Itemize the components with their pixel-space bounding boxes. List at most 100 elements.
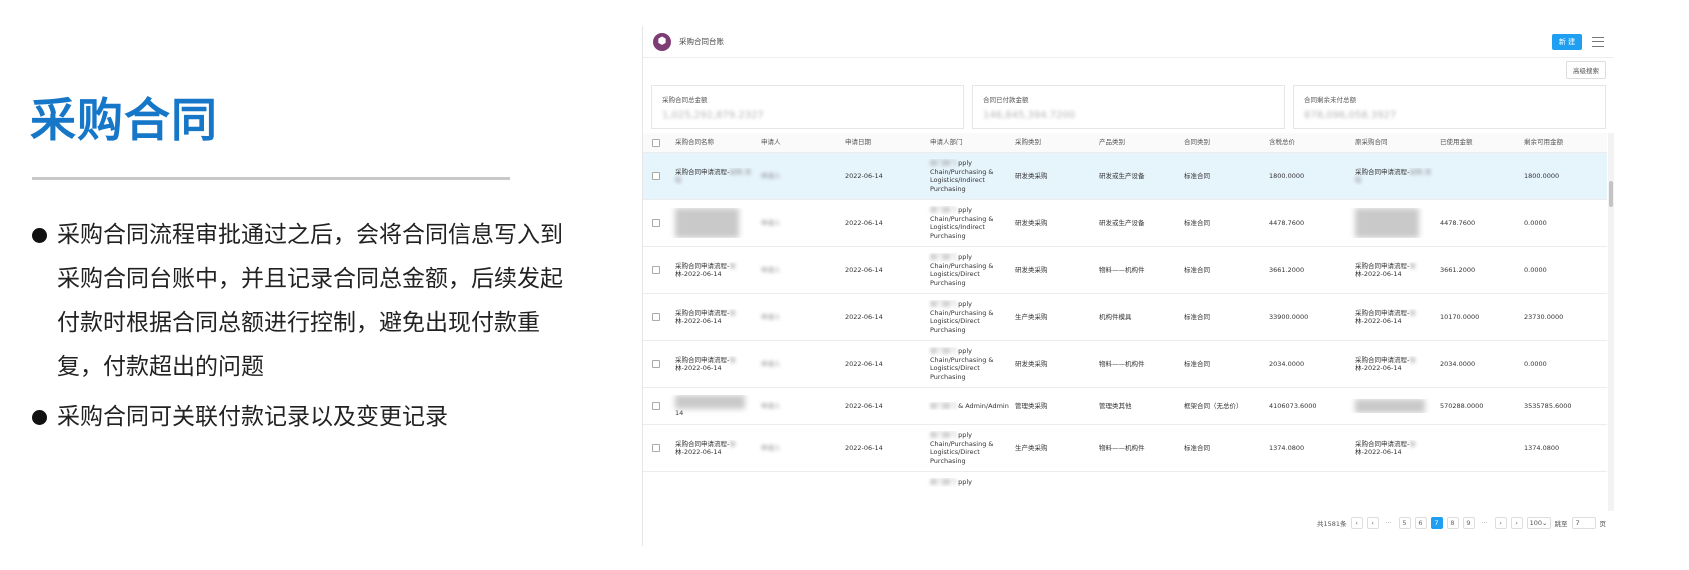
applicant-cell: 申请人 <box>761 443 781 452</box>
first-page-icon[interactable]: ‹ <box>1350 517 1363 529</box>
date-cell: 2022-06-14 <box>845 265 883 274</box>
new-button[interactable]: 新 建 <box>1552 33 1582 50</box>
department-cell: 部门部门 pply Chain/Purchasing & Logistics/D… <box>930 431 994 465</box>
date-cell: 2022-06-14 <box>845 443 883 452</box>
contract-name-cell[interactable]: 采购合同申请流程-张 林-2022-06-14 <box>675 439 736 457</box>
original-contract-cell[interactable]: 采购合同申请流程-张 林-2022-06-14 <box>1355 308 1416 326</box>
original-contract-cell[interactable]: 采购合同申请流程-张 林-2022-06-14 <box>1355 439 1416 457</box>
page-button[interactable]: 9 <box>1462 517 1475 529</box>
product-category-cell: 管理类其他 <box>1099 401 1132 410</box>
applicant-cell: 申请人 <box>761 171 781 180</box>
row-checkbox[interactable] <box>652 444 660 452</box>
purchase-category-cell: 研发类采购 <box>1015 218 1048 227</box>
column-header[interactable]: 采购类别 <box>1015 138 1041 147</box>
column-header[interactable]: 含税总价 <box>1269 138 1295 147</box>
table-row[interactable]: 采购合同申请流程-采购 流程 申请人 2022-06-14 部门部门 pply … <box>643 153 1607 200</box>
page-button[interactable]: 8 <box>1446 517 1459 529</box>
page-unit-label: 页 <box>1599 520 1607 528</box>
contract-type-cell: 框架合同（无总价） <box>1184 401 1243 410</box>
contract-ledger-app: ⬢ 采购合同台账 新 建 高级搜索 采购合同总金额 1,025,292,879.… <box>642 26 1614 546</box>
contract-table: 采购合同名称 申请人 申请日期 申请人部门 采购类别 产品类别 合同类别 含税总… <box>643 133 1607 511</box>
column-header[interactable]: 申请人 <box>761 138 781 147</box>
prev-page-icon[interactable]: ‹ <box>1366 517 1379 529</box>
column-header[interactable]: 采购合同名称 <box>675 138 714 147</box>
contract-name-cell[interactable] <box>669 208 755 238</box>
applicant-cell: 申请人 <box>761 218 781 227</box>
ellipsis-icon[interactable]: ··· <box>1478 517 1491 529</box>
contract-name-cell[interactable]: 采购合同申请流程-张 林-2022-06-14 <box>675 261 736 279</box>
column-header[interactable]: 已使用金额 <box>1440 138 1473 147</box>
table-row[interactable]: 采购合同申请流程-张 林-2022-06-14 申请人 2022-06-14 部门… <box>643 247 1607 294</box>
total-cell: 4106073.6000 <box>1269 401 1317 410</box>
slide-title: 采购合同 <box>30 93 218 147</box>
table-row[interactable]: 采购合同申请流程-张 林-2022-06-14 申请人 2022-06-14 部门… <box>643 341 1607 388</box>
product-category-cell: 机构件模具 <box>1099 312 1132 321</box>
column-header[interactable]: 原采购合同 <box>1355 138 1388 147</box>
original-contract-cell[interactable] <box>1349 208 1434 238</box>
original-contract-cell[interactable] <box>1349 399 1434 413</box>
cube-logo-icon: ⬢ <box>653 32 671 51</box>
next-page-icon[interactable]: › <box>1494 517 1507 529</box>
applicant-cell: 申请人 <box>761 312 781 321</box>
list-view-icon[interactable] <box>1592 36 1604 48</box>
row-checkbox[interactable] <box>652 219 660 227</box>
table-row[interactable]: 部门部门 pply <box>643 472 1607 511</box>
contract-name-cell[interactable]: 采购合同申请流程-采购 流程 <box>675 167 751 185</box>
contract-type-cell: 标准合同 <box>1184 443 1210 452</box>
row-checkbox[interactable] <box>652 402 660 410</box>
table-row[interactable]: 14 申请人 2022-06-14 部门部门 & Admin/Admin 管理类… <box>643 388 1607 425</box>
date-cell: 2022-06-14 <box>845 171 883 180</box>
column-header[interactable]: 产品类别 <box>1099 138 1125 147</box>
purchase-category-cell: 生产类采购 <box>1015 312 1048 321</box>
product-category-cell: 物料——机构件 <box>1099 443 1145 452</box>
summary-card-remaining: 合同剩余未付总额 878,096,058.3927 <box>1293 85 1606 129</box>
table-row[interactable]: 采购合同申请流程-张 林-2022-06-14 申请人 2022-06-14 部门… <box>643 294 1607 341</box>
date-cell: 2022-06-14 <box>845 312 883 321</box>
ellipsis-icon[interactable]: ··· <box>1382 517 1395 529</box>
row-checkbox[interactable] <box>652 360 660 368</box>
purchase-category-cell: 研发类采购 <box>1015 265 1048 274</box>
advanced-search-button[interactable]: 高级搜索 <box>1566 61 1606 79</box>
remaining-amount-cell: 0.0000 <box>1524 218 1547 227</box>
department-cell: 部门部门 pply Chain/Purchasing & Logistics/D… <box>930 253 994 287</box>
contract-name-cell[interactable]: 采购合同申请流程-张 林-2022-06-14 <box>675 355 736 373</box>
row-checkbox[interactable] <box>652 266 660 274</box>
total-cell: 33900.0000 <box>1269 312 1309 321</box>
table-row[interactable]: 申请人 2022-06-14 部门部门 pply Chain/Purchasin… <box>643 200 1607 247</box>
scrollbar-thumb[interactable] <box>1609 181 1613 207</box>
applicant-cell: 申请人 <box>761 359 781 368</box>
contract-name-cell[interactable]: 采购合同申请流程-张 林-2022-06-14 <box>675 308 736 326</box>
total-count: 共1581条 <box>1316 520 1347 528</box>
page-button[interactable]: 5 <box>1398 517 1411 529</box>
app-title: 采购合同台账 <box>679 37 724 46</box>
column-header[interactable]: 申请人部门 <box>930 138 963 147</box>
chevron-down-icon: ⌄ <box>1541 519 1548 527</box>
title-divider <box>32 177 510 180</box>
top-bar: ⬢ 采购合同台账 新 建 <box>643 26 1614 58</box>
select-all-checkbox[interactable] <box>652 138 660 147</box>
page-button[interactable]: 6 <box>1414 517 1427 529</box>
remaining-amount-cell: 0.0000 <box>1524 265 1547 274</box>
total-cell: 1800.0000 <box>1269 171 1305 180</box>
column-header[interactable]: 剩余可用金额 <box>1524 138 1563 147</box>
row-checkbox[interactable] <box>652 172 660 180</box>
column-header[interactable]: 合同类别 <box>1184 138 1210 147</box>
original-contract-cell[interactable]: 采购合同申请流程-采购 流程 <box>1355 167 1431 185</box>
original-contract-cell[interactable]: 采购合同申请流程-张 林-2022-06-14 <box>1355 355 1416 373</box>
remaining-amount-cell: 3535785.6000 <box>1524 401 1572 410</box>
table-row[interactable]: 采购合同申请流程-张 林-2022-06-14 申请人 2022-06-14 部门… <box>643 425 1607 472</box>
applicant-cell: 申请人 <box>761 401 781 410</box>
jump-page-input[interactable]: 7 <box>1571 517 1596 529</box>
row-checkbox[interactable] <box>652 313 660 321</box>
column-header[interactable]: 申请日期 <box>845 138 871 147</box>
page-size-select[interactable]: 100 ⌄ <box>1526 517 1551 529</box>
date-cell: 2022-06-14 <box>845 218 883 227</box>
bullet-list: 采购合同流程审批通过之后，会将合同信息写入到采购合同台账中，并且记录合同总金额，… <box>30 213 575 445</box>
used-amount-cell: 570288.0000 <box>1440 401 1484 410</box>
original-contract-cell[interactable]: 采购合同申请流程-张 林-2022-06-14 <box>1355 261 1416 279</box>
last-page-icon[interactable]: › <box>1510 517 1523 529</box>
table-scrollbar[interactable] <box>1608 133 1614 511</box>
contract-name-cell[interactable]: 14 <box>669 394 755 418</box>
department-cell: 部门部门 pply Chain/Purchasing & Logistics/I… <box>930 159 994 193</box>
page-button-current[interactable]: 7 <box>1430 517 1443 529</box>
